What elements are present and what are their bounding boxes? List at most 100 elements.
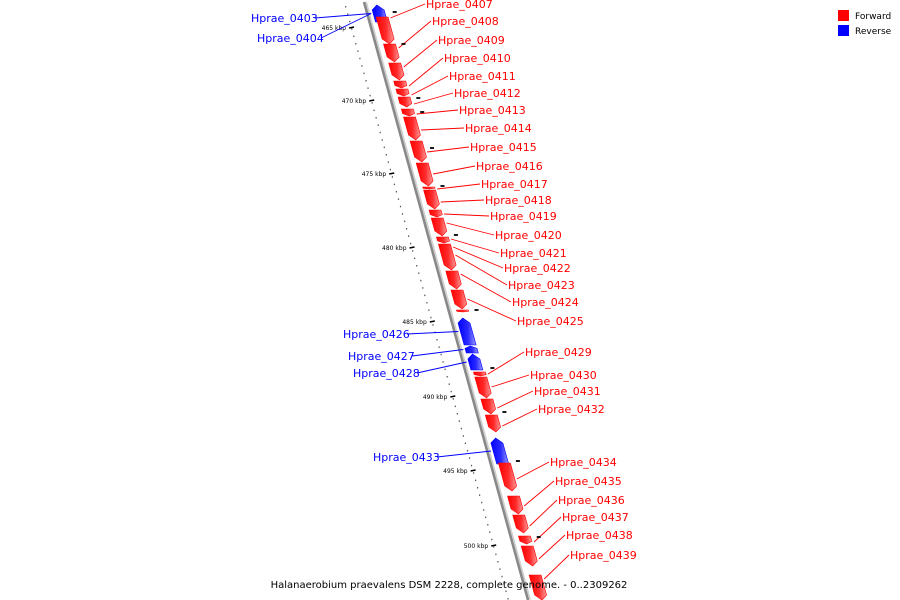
gene-label-hprae-0435[interactable]: Hprae_0435 — [555, 475, 622, 488]
minor-tick — [444, 368, 446, 371]
gene-label-hprae-0408[interactable]: Hprae_0408 — [432, 15, 499, 28]
minor-tick — [414, 257, 416, 260]
gene-label-hprae-0414[interactable]: Hprae_0414 — [465, 122, 532, 135]
gene-arrow-hprae-0415[interactable] — [409, 140, 427, 163]
gene-arrow-hprae-0429[interactable] — [473, 371, 487, 377]
gene-label-hprae-0434[interactable]: Hprae_0434 — [550, 456, 617, 469]
gene-label-hprae-0416[interactable]: Hprae_0416 — [476, 160, 543, 173]
gene-arrow-hprae-0420[interactable] — [430, 217, 448, 237]
gene-label-hprae-0428[interactable]: Hprae_0428 — [353, 367, 420, 380]
gene-label-hprae-0409[interactable]: Hprae_0409 — [438, 34, 505, 47]
gene-label-hprae-0436[interactable]: Hprae_0436 — [558, 494, 625, 507]
gene-label-hprae-0433[interactable]: Hprae_0433 — [373, 451, 440, 464]
minor-tick — [361, 65, 363, 67]
gene-arrow-hprae-0435[interactable] — [507, 495, 524, 515]
gene-arrow-hprae-0433[interactable] — [490, 437, 510, 465]
minor-tick — [347, 13, 349, 15]
gene-arrow-hprae-0407[interactable] — [375, 16, 395, 45]
gene-label-hprae-0423[interactable]: Hprae_0423 — [508, 279, 575, 292]
gene-label-hprae-0427[interactable]: Hprae_0427 — [348, 350, 415, 363]
gene-arrow-hprae-0413[interactable] — [400, 108, 415, 117]
minor-tick — [404, 220, 406, 223]
gene-label-hprae-0437[interactable]: Hprae_0437 — [562, 511, 629, 524]
gene-arrow-hprae-0426[interactable] — [457, 317, 477, 346]
gene-label-hprae-0425[interactable]: Hprae_0425 — [517, 315, 584, 328]
minor-tick — [401, 213, 404, 215]
gene-arrow-hprae-0409[interactable] — [388, 62, 405, 81]
gene-label-hprae-0438[interactable]: Hprae_0438 — [566, 529, 633, 542]
minor-tick — [420, 279, 422, 282]
gene-label-hprae-0404[interactable]: Hprae_0404 — [257, 32, 324, 45]
gene-arrow-hprae-0431[interactable] — [480, 398, 496, 415]
gene-arrow-hprae-0423[interactable] — [445, 270, 462, 290]
gene-arrow-hprae-0430[interactable] — [474, 376, 492, 399]
gene-leader-line — [416, 361, 467, 374]
gene-label-hprae-0431[interactable]: Hprae_0431 — [534, 385, 601, 398]
gene-label-hprae-0426[interactable]: Hprae_0426 — [343, 328, 410, 341]
gene-arrow-hprae-0414[interactable] — [403, 116, 421, 141]
gene-label-hprae-0421[interactable]: Hprae_0421 — [500, 247, 567, 260]
legend-swatch-reverse — [838, 25, 849, 36]
minor-tick — [397, 198, 400, 200]
gene-label-hprae-0422[interactable]: Hprae_0422 — [504, 262, 571, 275]
gene-arrow-hprae-0410[interactable] — [393, 80, 408, 89]
minor-tick — [424, 294, 426, 297]
gene-arrow-hprae-0438[interactable] — [520, 545, 538, 567]
minor-tick — [430, 316, 432, 319]
minor-tick — [468, 457, 471, 459]
minor-tick — [485, 516, 487, 519]
gene-arrow-hprae-0408[interactable] — [383, 43, 400, 63]
gene-label-hprae-0410[interactable]: Hprae_0410 — [444, 52, 511, 65]
gene-arrow-hprae-0436[interactable] — [512, 514, 529, 534]
gene-arrow-hprae-0411[interactable] — [395, 88, 410, 97]
gene-arrow-hprae-0422[interactable] — [438, 243, 457, 271]
gene-label-hprae-0429[interactable]: Hprae_0429 — [525, 346, 592, 359]
gene-leader-line — [491, 374, 530, 388]
gene-arrow-hprae-0421[interactable] — [436, 236, 450, 244]
gene-label-hprae-0411[interactable]: Hprae_0411 — [449, 70, 516, 83]
gene-label-hprae-0407[interactable]: Hprae_0407 — [426, 0, 493, 11]
gene-arrow-hprae-0434[interactable] — [498, 462, 518, 492]
gene-arrow-hprae-0419[interactable] — [428, 209, 443, 218]
gene-label-hprae-0412[interactable]: Hprae_0412 — [454, 87, 521, 100]
minor-tick — [345, 6, 347, 8]
gene-leader-line — [411, 349, 464, 357]
gene-label-hprae-0420[interactable]: Hprae_0420 — [495, 229, 562, 242]
minor-tick — [426, 302, 428, 304]
gene-arrow-hprae-0418[interactable] — [423, 189, 440, 210]
gene-label-hprae-0424[interactable]: Hprae_0424 — [512, 296, 579, 309]
gene-label-hprae-0432[interactable]: Hprae_0432 — [538, 403, 605, 416]
minor-tick — [442, 361, 444, 363]
gene-leader-line — [406, 331, 459, 335]
minor-tick — [473, 472, 475, 474]
gene-arrow-hprae-0417[interactable] — [422, 186, 436, 190]
minor-tick — [436, 339, 438, 341]
minor-tick — [454, 405, 456, 408]
gene-arrow-hprae-0427[interactable] — [464, 345, 479, 354]
gene-label-hprae-0439[interactable]: Hprae_0439 — [570, 549, 637, 562]
minor-tick — [418, 272, 420, 274]
gene-label-hprae-0415[interactable]: Hprae_0415 — [470, 141, 537, 154]
gene-arrow-hprae-0425[interactable] — [456, 309, 470, 313]
gene-label-hprae-0419[interactable]: Hprae_0419 — [490, 210, 557, 223]
minor-tick — [448, 383, 450, 385]
gene-arrow-hprae-0439[interactable] — [528, 574, 547, 600]
gene-leader-line — [450, 238, 500, 254]
gene-arrow-hprae-0412[interactable] — [397, 96, 413, 108]
gene-label-hprae-0417[interactable]: Hprae_0417 — [481, 178, 548, 191]
minor-tick — [408, 235, 410, 237]
gene-arrow-hprae-0428[interactable] — [467, 353, 484, 371]
gene-label-hprae-0430[interactable]: Hprae_0430 — [530, 369, 597, 382]
gene-label-hprae-0418[interactable]: Hprae_0418 — [485, 194, 552, 207]
tick-label: 495 kbp — [443, 468, 468, 475]
minor-tick — [475, 479, 477, 482]
gene-arrow-hprae-0424[interactable] — [450, 289, 468, 310]
gene-leader-line — [538, 534, 566, 560]
minor-tick — [477, 487, 479, 489]
gene-arrow-hprae-0432[interactable] — [484, 414, 501, 433]
gene-arrow-hprae-0416[interactable] — [415, 162, 434, 187]
gene-label-hprae-0413[interactable]: Hprae_0413 — [459, 104, 526, 117]
minor-tick — [355, 43, 357, 45]
gene-arrow-hprae-0437[interactable] — [518, 535, 533, 545]
gene-label-hprae-0403[interactable]: Hprae_0403 — [251, 12, 318, 25]
